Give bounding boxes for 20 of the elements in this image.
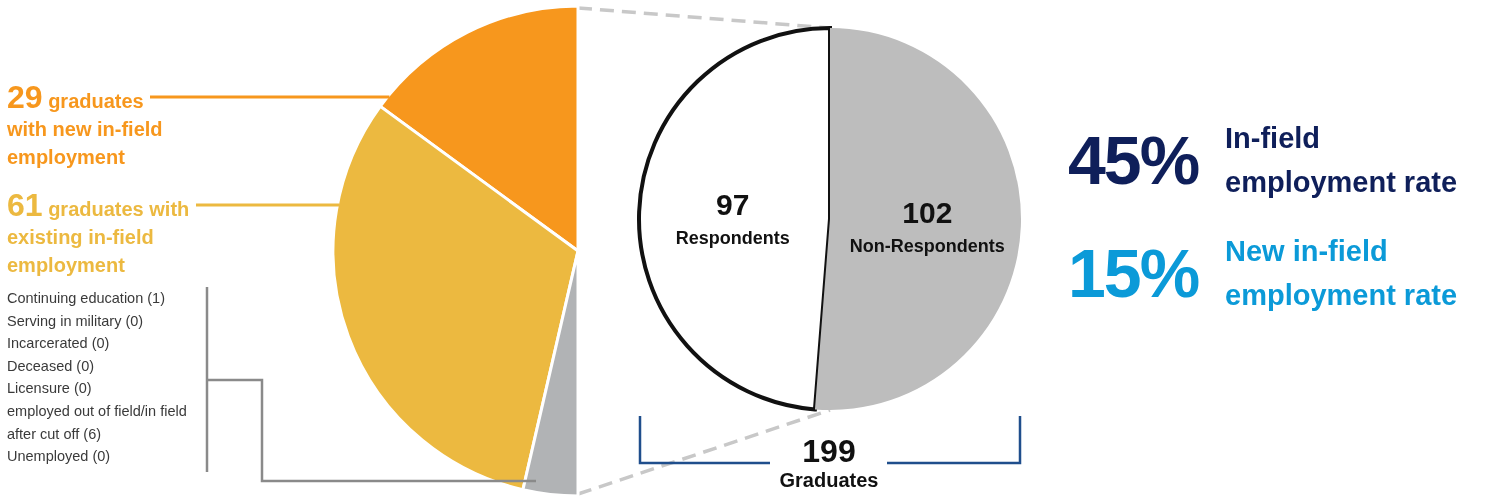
text: 199 Graduates — [778, 433, 880, 492]
data-label: 97 — [715, 188, 750, 222]
text: Licensure (0) — [7, 379, 93, 399]
text: Unemployed (0) — [7, 447, 112, 467]
text: Incarcerated (0) — [7, 334, 111, 354]
category-label: In-field employment rate — [1225, 121, 1459, 200]
text: Deceased (0) — [7, 356, 96, 376]
text: Continuing education (1) — [7, 289, 166, 308]
pie-slice — [637, 26, 832, 412]
data-label: 61 — [7, 187, 43, 223]
category-label: New in-field employment rate — [1225, 234, 1459, 313]
text: Serving in military (0) — [7, 311, 145, 331]
text: employed out of field/in field after cut off (6) — [7, 401, 188, 444]
data-label: 29 — [7, 79, 43, 115]
text: 15% — [1068, 235, 1199, 311]
pie-slice — [814, 28, 1021, 410]
data-label: 102 — [902, 195, 953, 229]
text: 45% — [1068, 122, 1199, 198]
slice-label: Respondents — [675, 228, 790, 249]
slice-label: Non-Respondents — [849, 235, 1005, 256]
